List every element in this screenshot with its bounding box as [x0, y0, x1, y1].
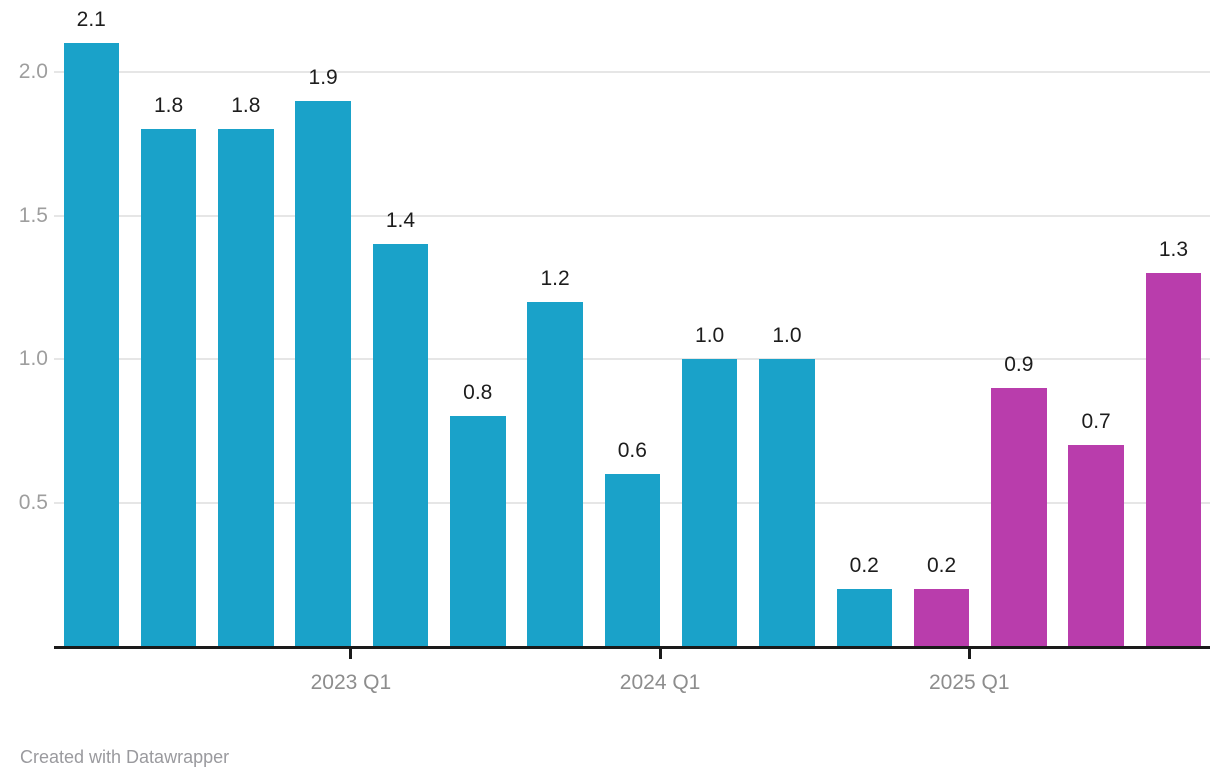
bar-value-label: 0.9 — [1004, 352, 1034, 376]
bar-value-label: 1.2 — [540, 266, 570, 290]
bar[interactable] — [1145, 272, 1202, 646]
bar[interactable] — [1068, 445, 1124, 646]
bar-value-label: 0.7 — [1081, 410, 1111, 434]
bar-value-label: 1.9 — [308, 65, 338, 89]
bar[interactable] — [372, 244, 429, 646]
bar[interactable] — [604, 473, 661, 646]
y-axis-tick-label: 1.5 — [18, 203, 48, 227]
bar-value-label: 1.8 — [153, 94, 184, 118]
bar-value-label: 1.3 — [1158, 237, 1189, 261]
gridline — [54, 214, 1210, 217]
bar-value-label: 1.0 — [695, 324, 725, 347]
x-axis-tick — [658, 649, 662, 659]
x-axis-tick-label: 2024 Q1 — [619, 671, 701, 694]
bar[interactable] — [450, 416, 506, 646]
bar[interactable] — [759, 359, 815, 646]
bar-value-label: 1.0 — [772, 324, 802, 347]
x-axis-tick-label: 2023 Q1 — [310, 671, 392, 694]
bar[interactable] — [218, 129, 274, 646]
bar[interactable] — [527, 301, 583, 646]
bar-value-label: 0.2 — [849, 553, 879, 577]
bar[interactable] — [63, 43, 119, 646]
bar[interactable] — [295, 100, 351, 646]
x-axis-tick-label: 2025 Q1 — [929, 671, 1010, 694]
bar-value-label: 0.8 — [463, 381, 493, 405]
bar-value-label: 1.8 — [231, 94, 261, 118]
bar-value-label: 0.2 — [926, 553, 957, 577]
bar[interactable] — [681, 359, 738, 646]
bar-value-label: 2.1 — [76, 8, 106, 32]
gridline — [54, 71, 1210, 73]
bar[interactable] — [140, 129, 197, 646]
y-axis-tick-label: 1.0 — [18, 347, 48, 370]
bar[interactable] — [836, 588, 892, 646]
bar-value-label: 1.4 — [385, 209, 416, 233]
x-axis-tick — [349, 649, 353, 659]
bar-value-label: 0.6 — [617, 438, 647, 462]
datawrapper-attribution-link[interactable]: Created with Datawrapper — [20, 747, 230, 767]
x-axis-tick — [967, 649, 971, 659]
x-axis-baseline — [54, 646, 1210, 649]
gridline — [54, 358, 1210, 360]
bar[interactable] — [991, 387, 1047, 646]
y-axis-tick-label: 2.0 — [18, 60, 48, 83]
bar[interactable] — [913, 588, 970, 646]
y-axis-tick-label: 0.5 — [18, 490, 48, 514]
